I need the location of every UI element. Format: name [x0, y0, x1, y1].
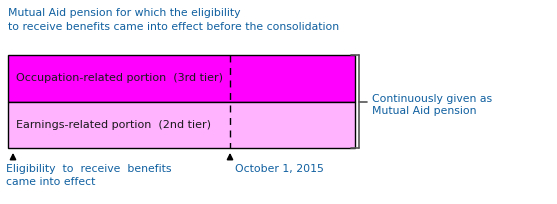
Text: Earnings-related portion  (2nd tier): Earnings-related portion (2nd tier) — [16, 120, 211, 130]
Text: Mutual Aid pension for which the eligibility: Mutual Aid pension for which the eligibi… — [8, 8, 241, 18]
Text: came into effect: came into effect — [6, 177, 95, 187]
Text: Occupation-related portion  (3rd tier): Occupation-related portion (3rd tier) — [16, 73, 223, 83]
Text: Eligibility  to  receive  benefits: Eligibility to receive benefits — [6, 164, 172, 174]
Bar — [8, 102, 355, 148]
Bar — [8, 55, 355, 102]
Text: October 1, 2015: October 1, 2015 — [235, 164, 324, 174]
Text: to receive benefits came into effect before the consolidation: to receive benefits came into effect bef… — [8, 22, 339, 32]
Text: Mutual Aid pension: Mutual Aid pension — [372, 105, 476, 115]
Text: Continuously given as: Continuously given as — [372, 93, 492, 103]
